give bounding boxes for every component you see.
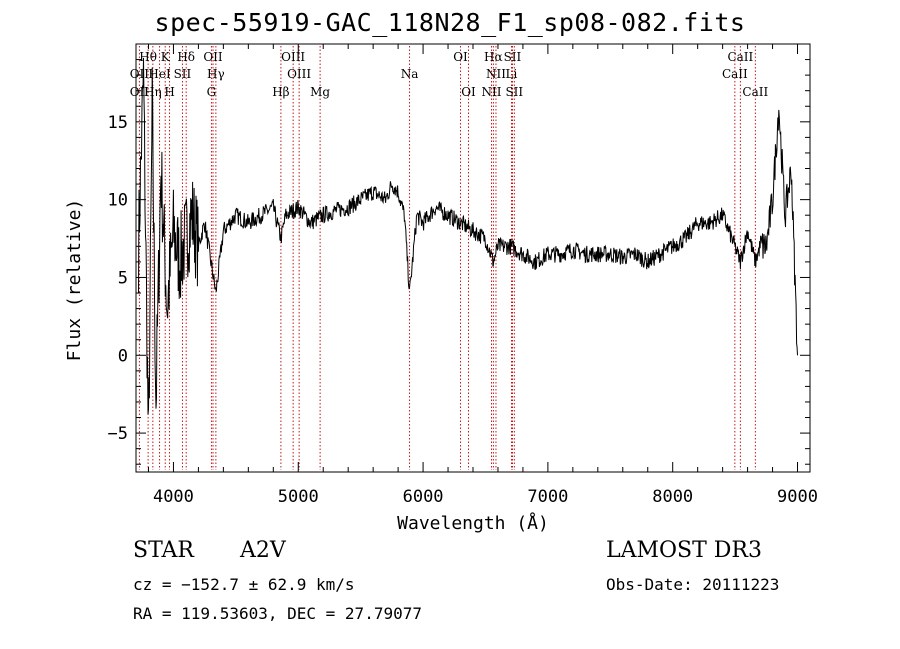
line-marker-label: Na (401, 67, 419, 81)
x-axis-ticks: 4000 5000 6000 7000 8000 9000 (147, 44, 818, 507)
coordinates: RA = 119.53603, DEC = 27.79077 (133, 604, 422, 623)
line-marker-label: Hγ (207, 67, 225, 81)
line-marker-label: OII (130, 85, 150, 99)
line-marker-label: NII (486, 67, 506, 81)
obs-date: Obs-Date: 20111223 (606, 575, 780, 594)
line-marker-label: OI (453, 50, 468, 64)
x-tick-label: 4000 (153, 487, 194, 507)
line-marker-label: Hβ (272, 85, 289, 99)
series-layer (138, 57, 798, 415)
y-tick-label: 5 (118, 268, 128, 288)
x-tick-label: 7000 (527, 487, 568, 507)
line-marker-label: H (164, 85, 174, 99)
y-tick-label: 15 (108, 113, 128, 133)
spectrum-line (138, 57, 798, 415)
y-tick-label: 10 (108, 191, 128, 211)
line-marker-label: CaII (727, 50, 753, 64)
y-tick-label: −5 (108, 424, 128, 444)
line-marker-label: G (207, 85, 217, 99)
y-axis-ticks: −5 0 5 10 15 (108, 43, 810, 465)
line-marker-label: OIII (287, 67, 311, 81)
x-tick-label: 5000 (278, 487, 319, 507)
line-marker-label: HeI (148, 67, 171, 81)
x-tick-label: 9000 (777, 487, 818, 507)
x-axis-label: Wavelength (Å) (397, 512, 549, 534)
line-marker-label: Mg (310, 85, 330, 99)
line-marker-label: Hδ (177, 50, 195, 64)
line-marker-label: Hα (484, 50, 503, 64)
cz-value: cz = −152.7 ± 62.9 km/s (133, 575, 355, 594)
line-marker-label: NII (481, 85, 501, 99)
line-marker-label: SII (505, 85, 523, 99)
line-marker-label: CaII (742, 85, 768, 99)
line-marker-label: OII (130, 67, 150, 81)
line-marker-label: OIII (281, 50, 305, 64)
x-tick-label: 6000 (403, 487, 444, 507)
chart-title: spec-55919-GAC_118N28_F1_sp08-082.fits (154, 8, 746, 37)
y-axis-label: Flux (relative) (64, 199, 85, 362)
x-tick-label: 8000 (652, 487, 693, 507)
line-marker-label: CaII (722, 67, 748, 81)
line-marker-label: SII (504, 50, 522, 64)
plot-frame (135, 43, 811, 473)
survey-name: LAMOST DR3 (606, 538, 762, 563)
line-marker-label: Li (506, 67, 518, 81)
line-markers-layer (138, 46, 756, 470)
line-marker-label: Hθ (139, 50, 157, 64)
y-tick-label: 0 (118, 346, 128, 366)
object-subclass: A2V (240, 538, 286, 563)
line-marker-label: SII (174, 67, 192, 81)
line-marker-label: OI (461, 85, 476, 99)
line-marker-label: K (161, 50, 171, 64)
line-marker-label: OII (203, 50, 223, 64)
line-marker-label: Hη (144, 85, 162, 99)
object-class: STAR (133, 538, 194, 563)
